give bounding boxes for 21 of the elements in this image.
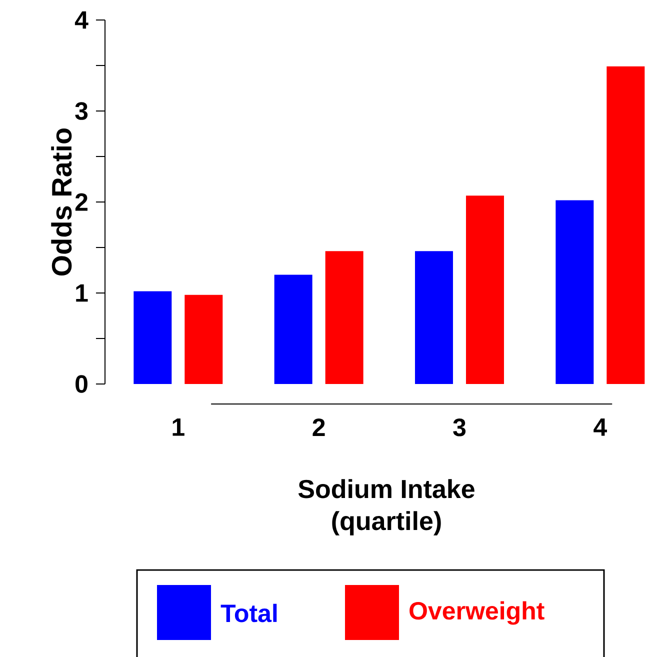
y-tick-label: 0 xyxy=(76,375,88,393)
legend-label: Total xyxy=(220,604,277,622)
legend-label: Overweight xyxy=(410,601,544,625)
y-tick-label: 3 xyxy=(75,102,88,120)
y-tick-label: 1 xyxy=(76,284,88,302)
bar xyxy=(325,251,364,384)
y-tick-label: 4 xyxy=(74,11,88,29)
x-tick-label: 3 xyxy=(453,418,466,436)
bar xyxy=(274,274,312,384)
y-tick-label: 2 xyxy=(75,193,88,211)
y-axis-title: Odds Ratio xyxy=(51,128,72,276)
bar xyxy=(414,251,453,384)
x-tick-label: 4 xyxy=(594,418,607,436)
x-tick-label: 2 xyxy=(312,418,325,436)
bar xyxy=(134,291,172,384)
x-axis-title: Sodium Intake (quartile) xyxy=(298,479,474,536)
bar xyxy=(184,294,223,384)
bar xyxy=(466,196,504,384)
bar xyxy=(606,66,645,384)
x-tick-label: 1 xyxy=(172,418,184,436)
bar xyxy=(556,200,594,384)
